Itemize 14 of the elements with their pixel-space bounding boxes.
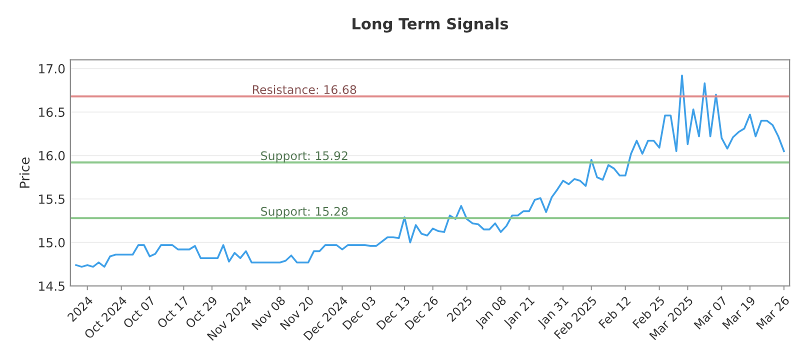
y-tick-label: 15.5 bbox=[39, 194, 64, 204]
ref-line-label: Support: 15.28 bbox=[261, 206, 348, 218]
y-tick-label: 16.0 bbox=[39, 150, 65, 160]
y-axis-title: Price bbox=[19, 158, 30, 188]
x-tick-label: Mar 26 bbox=[756, 296, 790, 330]
ref-line-label: Support: 15.92 bbox=[261, 151, 348, 162]
y-tick-label: 17.0 bbox=[39, 64, 65, 74]
chart-title: Long Term Signals bbox=[352, 18, 508, 33]
ref-line-label: Resistance: 16.68 bbox=[252, 84, 356, 94]
y-tick-label: 16.5 bbox=[39, 108, 64, 117]
x-tick-label: Feb 12 bbox=[598, 296, 631, 329]
line-series bbox=[75, 74, 785, 268]
y-tick-label: 14.5 bbox=[39, 282, 64, 291]
y-tick-label: 15.0 bbox=[39, 238, 65, 248]
